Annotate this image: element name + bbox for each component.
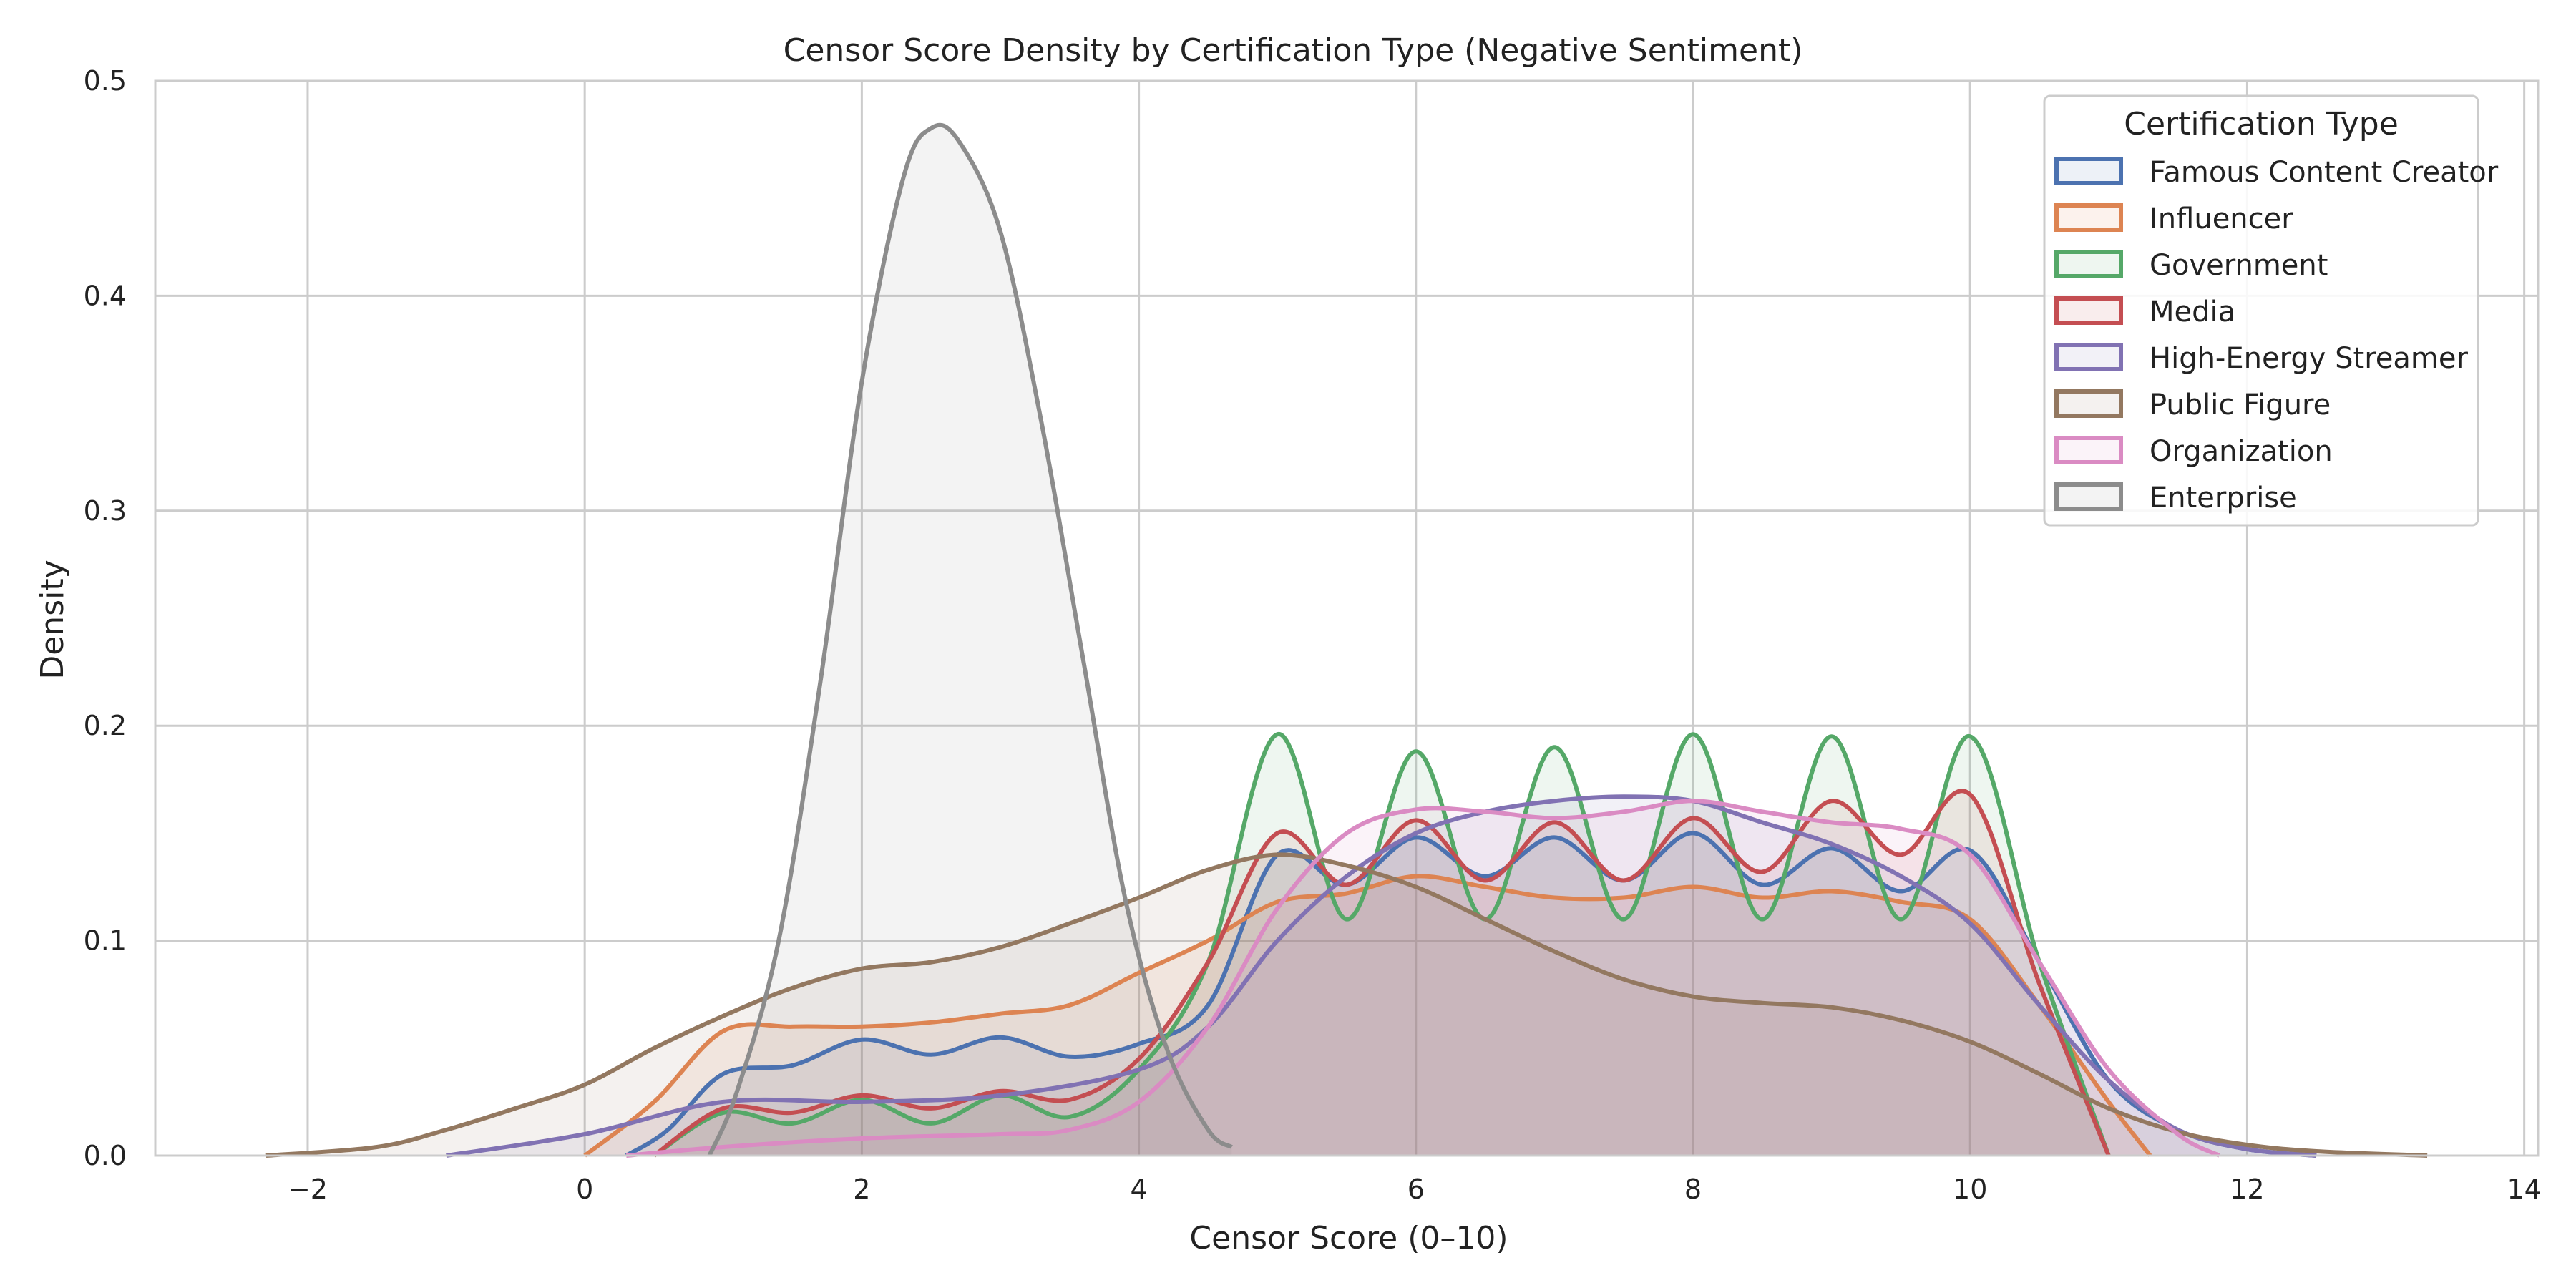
y-tick-label: 0.1 [84, 925, 127, 957]
legend-label: Influencer [2150, 203, 2293, 235]
density-fill-influencer [585, 876, 2150, 1156]
chart-title: Censor Score Density by Certification Ty… [784, 32, 1803, 69]
legend-label: Organization [2150, 435, 2333, 468]
y-tick-label: 0.4 [84, 280, 127, 311]
x-tick-label: 14 [2507, 1174, 2541, 1205]
legend-swatch [2054, 343, 2123, 371]
density-fill-government [654, 733, 2109, 1156]
x-tick-label: 12 [2230, 1174, 2264, 1205]
y-tick-labels: 0.0 0.1 0.2 0.3 0.4 0.5 [84, 65, 127, 1171]
legend-label: Government [2150, 249, 2328, 282]
density-line-public-figure [265, 852, 2428, 1158]
legend-swatch [2054, 157, 2123, 185]
legend-label: Enterprise [2150, 482, 2297, 514]
legend-label: High-Energy Streamer [2150, 342, 2468, 375]
legend-swatch [2054, 436, 2123, 464]
density-line-high-energy-streamer [446, 794, 2317, 1158]
legend-title: Certification Type [2124, 106, 2399, 142]
x-tick-labels: −2 0 2 4 6 8 10 12 14 [288, 1174, 2542, 1205]
legend-swatch [2054, 296, 2123, 325]
density-fill-media [654, 791, 2109, 1156]
density-fill-high-energy-streamer [446, 796, 2317, 1156]
y-tick-label: 0.3 [84, 495, 127, 527]
x-tick-label: 2 [853, 1174, 870, 1205]
x-tick-label: 6 [1407, 1174, 1425, 1205]
density-lines [265, 122, 2428, 1158]
density-fill-enterprise [709, 125, 1232, 1156]
plot-frame [154, 79, 2540, 1157]
x-tick-label: 8 [1684, 1174, 1702, 1205]
x-tick-label: 4 [1130, 1174, 1147, 1205]
legend-item-influencer: Influencer [2054, 203, 2293, 235]
x-axis-label: Censor Score (0–10) [1189, 1220, 1508, 1257]
y-tick-label: 0.2 [84, 710, 127, 741]
x-tick-label: 0 [576, 1174, 593, 1205]
legend-item-famous-content-creator: Famous Content Creator [2054, 156, 2499, 189]
legend-swatch [2054, 203, 2123, 232]
legend-swatch [2054, 250, 2123, 278]
legend: Certification Type Famous Content Creato… [2043, 94, 2499, 527]
legend-item-high-energy-streamer: High-Energy Streamer [2054, 342, 2468, 375]
x-tick-label: −2 [288, 1174, 328, 1205]
density-line-media [653, 789, 2111, 1158]
density-line-organization [626, 799, 2221, 1158]
x-tick-label: 10 [1953, 1174, 1987, 1205]
legend-item-public-figure: Public Figure [2054, 389, 2331, 421]
legend-label: Media [2150, 296, 2235, 328]
density-line-influencer [583, 874, 2152, 1158]
density-fill-public-figure [265, 854, 2428, 1156]
legend-item-government: Government [2054, 249, 2328, 282]
legend-item-enterprise: Enterprise [2054, 482, 2297, 514]
legend-label: Famous Content Creator [2150, 156, 2499, 189]
legend-item-organization: Organization [2054, 435, 2333, 468]
legend-items: Famous Content Creator Influencer Governme… [2054, 156, 2499, 514]
y-tick-label: 0.5 [84, 65, 127, 97]
legend-item-media: Media [2054, 296, 2235, 328]
legend-box [2043, 94, 2479, 527]
legend-swatch [2054, 482, 2123, 511]
legend-label: Public Figure [2150, 389, 2331, 421]
legend-swatch [2054, 389, 2123, 418]
y-axis-label: Density [34, 560, 71, 679]
y-tick-label: 0.0 [84, 1140, 127, 1171]
density-line-enterprise [707, 122, 1234, 1157]
